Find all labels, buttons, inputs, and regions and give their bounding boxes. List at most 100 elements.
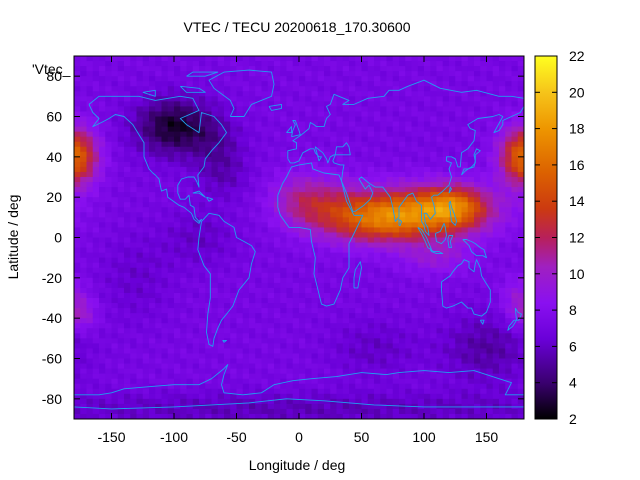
heatmap-cell bbox=[449, 393, 456, 400]
heatmap-cell bbox=[124, 101, 131, 108]
heatmap-cell bbox=[336, 187, 344, 193]
heatmap-cell bbox=[292, 257, 300, 264]
heatmap-cell bbox=[149, 257, 156, 264]
heatmap-cell bbox=[411, 156, 419, 163]
heatmap-cell bbox=[492, 373, 500, 380]
heatmap-cell bbox=[149, 247, 156, 254]
heatmap-cell bbox=[499, 282, 506, 289]
heatmap-cell bbox=[161, 373, 169, 380]
heatmap-cell bbox=[467, 197, 475, 203]
heatmap-cell bbox=[249, 308, 256, 314]
heatmap-cell bbox=[230, 282, 238, 289]
heatmap-cell bbox=[286, 86, 294, 92]
heatmap-cell bbox=[286, 333, 294, 339]
heatmap-cell bbox=[80, 187, 88, 193]
heatmap-cell bbox=[274, 136, 281, 143]
heatmap-cell bbox=[99, 333, 106, 339]
heatmap-cell bbox=[236, 303, 244, 309]
heatmap-cell bbox=[424, 111, 431, 118]
heatmap-cell bbox=[405, 187, 413, 193]
heatmap-cell bbox=[86, 272, 94, 279]
heatmap-cell bbox=[149, 106, 156, 113]
heatmap-cell bbox=[224, 192, 231, 198]
heatmap-cell bbox=[236, 126, 244, 133]
heatmap-cell bbox=[180, 146, 188, 153]
heatmap-cell bbox=[286, 187, 294, 193]
heatmap-cell bbox=[361, 277, 369, 284]
heatmap-cell bbox=[217, 141, 225, 148]
heatmap-cell bbox=[374, 146, 381, 153]
heatmap-cell bbox=[480, 187, 488, 193]
heatmap-cell bbox=[292, 187, 300, 193]
heatmap-cell bbox=[417, 333, 425, 339]
heatmap-cell bbox=[142, 262, 150, 269]
heatmap-cell bbox=[149, 338, 156, 344]
heatmap-cell bbox=[442, 197, 450, 203]
heatmap-cell bbox=[361, 308, 369, 314]
heatmap-cell bbox=[142, 222, 150, 229]
heatmap-cell bbox=[455, 151, 463, 158]
heatmap-cell bbox=[467, 116, 475, 123]
heatmap-cell bbox=[305, 217, 313, 223]
heatmap-cell bbox=[399, 333, 406, 339]
heatmap-cell bbox=[149, 328, 156, 334]
heatmap-cell bbox=[86, 136, 94, 143]
heatmap-cell bbox=[86, 56, 94, 62]
heatmap-cell bbox=[74, 177, 81, 183]
heatmap-cell bbox=[74, 56, 81, 62]
heatmap-cell bbox=[292, 328, 300, 334]
heatmap-cell bbox=[180, 252, 188, 259]
heatmap-cell bbox=[117, 121, 125, 128]
heatmap-cell bbox=[124, 313, 131, 319]
heatmap-cell bbox=[124, 338, 131, 344]
heatmap-cell bbox=[255, 383, 263, 390]
heatmap-cell bbox=[292, 287, 300, 294]
heatmap-cell bbox=[317, 247, 325, 254]
heatmap-cell bbox=[342, 287, 350, 294]
heatmap-cell bbox=[130, 151, 138, 158]
heatmap-cell bbox=[99, 378, 106, 385]
heatmap-cell bbox=[342, 56, 350, 62]
heatmap-cell bbox=[311, 192, 319, 198]
heatmap-cell bbox=[211, 247, 219, 254]
heatmap-cell bbox=[217, 292, 225, 299]
heatmap-cell bbox=[324, 252, 331, 259]
heatmap-cell bbox=[417, 323, 425, 329]
heatmap-cell bbox=[124, 171, 131, 178]
heatmap-cell bbox=[249, 313, 256, 319]
heatmap-cell bbox=[399, 116, 406, 123]
heatmap-cell bbox=[499, 197, 506, 203]
heatmap-cell bbox=[242, 343, 250, 350]
heatmap-cell bbox=[417, 257, 425, 264]
heatmap-cell bbox=[355, 368, 363, 375]
heatmap-cell bbox=[324, 116, 331, 123]
heatmap-cell bbox=[86, 126, 94, 133]
heatmap-cell bbox=[386, 207, 394, 213]
heatmap-cell bbox=[449, 338, 456, 344]
heatmap-cell bbox=[92, 378, 100, 385]
heatmap-cell bbox=[380, 76, 388, 82]
heatmap-cell bbox=[330, 363, 338, 370]
heatmap-cell bbox=[280, 101, 288, 108]
heatmap-cell bbox=[130, 252, 138, 259]
heatmap-cell bbox=[205, 156, 213, 163]
heatmap-cell bbox=[74, 222, 81, 229]
heatmap-cell bbox=[492, 66, 500, 72]
heatmap-cell bbox=[217, 393, 225, 400]
heatmap-cell bbox=[361, 192, 369, 198]
heatmap-cell bbox=[267, 348, 275, 355]
heatmap-cell bbox=[317, 56, 325, 62]
heatmap-cell bbox=[130, 171, 138, 178]
heatmap-cell bbox=[136, 287, 144, 294]
heatmap-cell bbox=[280, 338, 288, 344]
heatmap-cell bbox=[430, 262, 438, 269]
heatmap-cell bbox=[499, 86, 506, 92]
heatmap-cell bbox=[149, 242, 156, 249]
heatmap-cell bbox=[336, 237, 344, 244]
heatmap-cell bbox=[349, 353, 356, 360]
heatmap-cell bbox=[224, 197, 231, 203]
heatmap-cell bbox=[461, 318, 469, 324]
heatmap-cell bbox=[380, 383, 388, 390]
heatmap-cell bbox=[105, 287, 113, 294]
heatmap-cell bbox=[474, 282, 481, 289]
